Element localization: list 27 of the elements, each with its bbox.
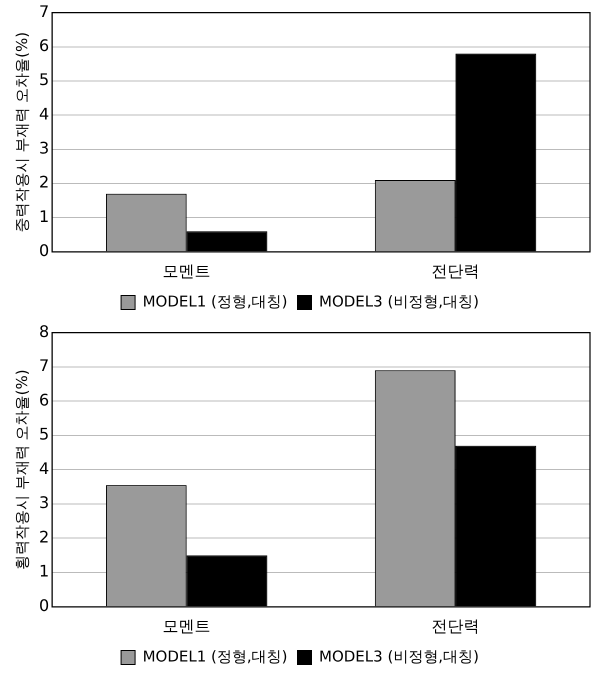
- y-tick-label: 3: [38, 493, 50, 512]
- legend-label: MODEL3 (비정형,대칭): [319, 292, 479, 310]
- y-tick-label: 5: [38, 70, 50, 90]
- y-tick-label: 4: [38, 104, 50, 124]
- legend-label: MODEL3 (비정형,대칭): [319, 647, 479, 666]
- legend-label: MODEL1 (정형,대칭): [142, 647, 288, 666]
- y-tick-label: 5: [38, 424, 50, 444]
- x-tick-label: 전단력: [432, 262, 480, 281]
- x-tick-label: 모멘트: [162, 616, 211, 636]
- y-axis-title: 중력작용시 부재력 오차율(%): [12, 32, 31, 232]
- y-tick-label: 7: [38, 2, 50, 21]
- y-tick-label: 2: [38, 172, 50, 192]
- y-tick-label: 1: [38, 206, 50, 226]
- y-tick-label: 8: [38, 322, 50, 341]
- y-tick-label: 0: [38, 596, 50, 615]
- legend-label: MODEL1 (정형,대칭): [142, 292, 288, 310]
- y-tick-label: 3: [38, 138, 50, 158]
- x-tick-label: 전단력: [432, 616, 480, 636]
- x-tick-label: 모멘트: [162, 262, 211, 281]
- y-tick-label: 6: [38, 36, 50, 55]
- y-tick-label: 4: [38, 458, 50, 478]
- y-tick-label: 1: [38, 562, 50, 581]
- y-axis-title: 횡력작용시 부재력 오차율(%): [12, 369, 31, 570]
- y-tick-label: 6: [38, 390, 50, 410]
- y-tick-label: 0: [38, 240, 50, 260]
- y-tick-label: 7: [38, 356, 50, 376]
- y-tick-label: 2: [38, 527, 50, 546]
